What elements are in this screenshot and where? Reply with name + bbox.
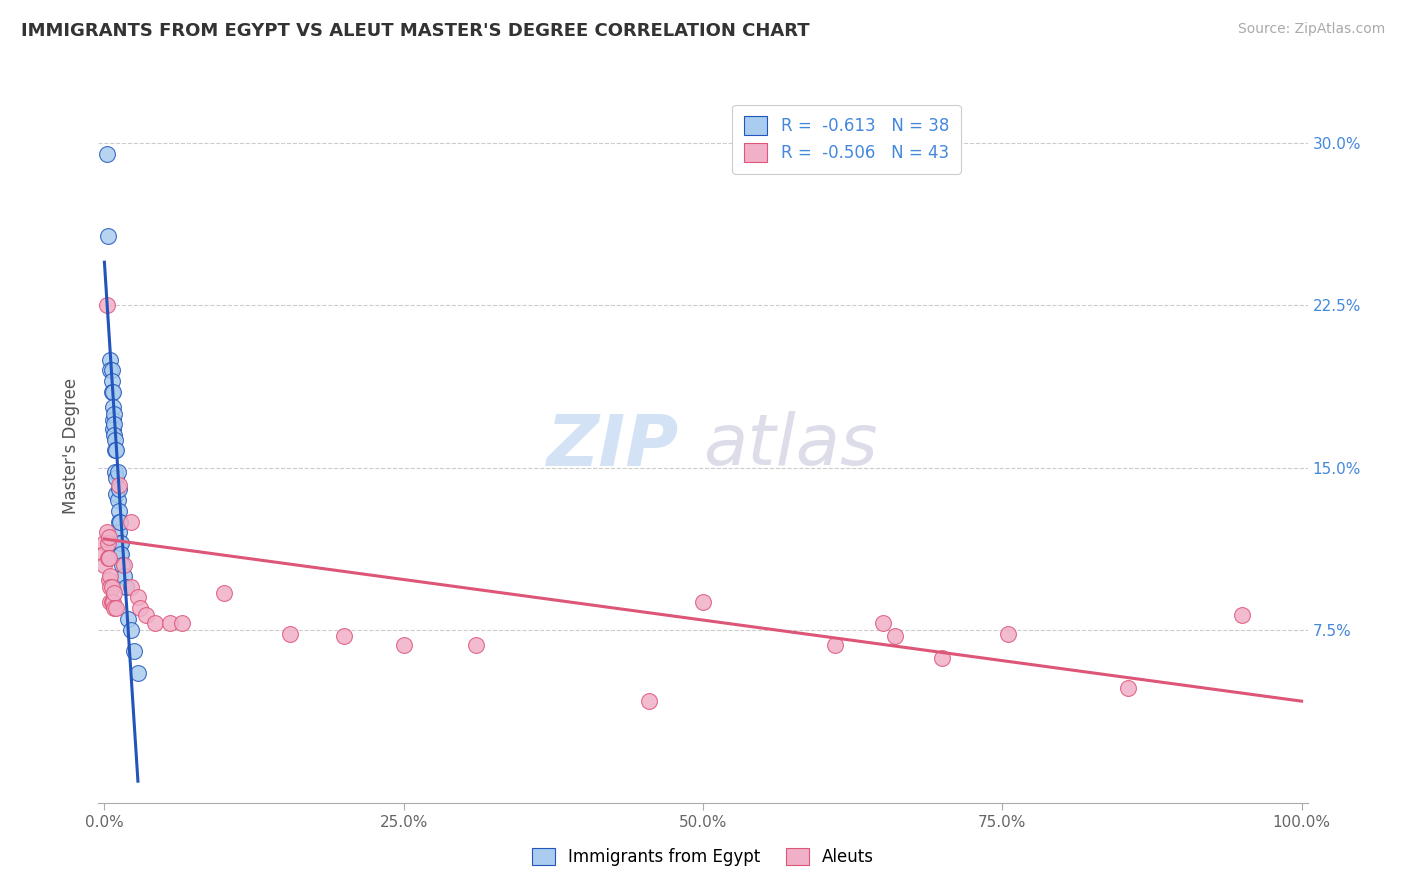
Point — [98, 551, 121, 566]
Point — [100, 580, 122, 594]
Point — [107, 478, 129, 492]
Point — [117, 612, 139, 626]
Point — [107, 493, 129, 508]
Point — [105, 471, 128, 485]
Point — [105, 443, 128, 458]
Point — [100, 352, 122, 367]
Point — [104, 465, 127, 479]
Point — [104, 433, 127, 447]
Point — [103, 428, 125, 442]
Point — [96, 147, 118, 161]
Point — [97, 536, 120, 550]
Legend: Immigrants from Egypt, Aleuts: Immigrants from Egypt, Aleuts — [524, 841, 882, 873]
Point — [105, 601, 128, 615]
Text: atlas: atlas — [703, 411, 877, 481]
Point — [100, 363, 122, 377]
Point — [100, 568, 122, 582]
Point — [103, 407, 125, 421]
Point — [638, 694, 661, 708]
Point — [101, 595, 124, 609]
Point — [103, 586, 125, 600]
Point — [107, 525, 129, 540]
Point — [135, 607, 157, 622]
Point — [824, 638, 846, 652]
Point — [100, 384, 122, 399]
Point — [101, 384, 124, 399]
Point — [101, 413, 124, 427]
Point — [100, 595, 122, 609]
Point — [107, 504, 129, 518]
Point — [108, 547, 131, 561]
Point — [101, 400, 124, 414]
Point — [159, 616, 181, 631]
Point — [333, 629, 356, 643]
Legend: R =  -0.613   N = 38, R =  -0.506   N = 43: R = -0.613 N = 38, R = -0.506 N = 43 — [733, 104, 960, 174]
Point — [1230, 607, 1253, 622]
Point — [103, 417, 125, 432]
Point — [110, 547, 132, 561]
Point — [101, 422, 124, 436]
Point — [100, 374, 122, 388]
Point — [931, 651, 953, 665]
Point — [112, 558, 135, 572]
Text: ZIP: ZIP — [547, 411, 679, 481]
Point — [103, 601, 125, 615]
Point — [997, 627, 1019, 641]
Point — [98, 530, 121, 544]
Point — [112, 568, 135, 582]
Point — [172, 616, 194, 631]
Point — [392, 638, 415, 652]
Point — [212, 586, 235, 600]
Point — [96, 525, 118, 540]
Point — [107, 465, 129, 479]
Point — [143, 616, 166, 631]
Point — [1116, 681, 1139, 696]
Point — [93, 558, 115, 572]
Point — [120, 623, 142, 637]
Y-axis label: Master's Degree: Master's Degree — [62, 378, 80, 514]
Point — [872, 616, 894, 631]
Point — [120, 515, 142, 529]
Point — [97, 229, 120, 244]
Point — [105, 486, 128, 500]
Point — [108, 536, 131, 550]
Point — [464, 638, 486, 652]
Point — [93, 547, 115, 561]
Point — [278, 627, 301, 641]
Point — [96, 298, 118, 312]
Point — [108, 515, 131, 529]
Point — [692, 595, 714, 609]
Point — [107, 515, 129, 529]
Point — [115, 580, 138, 594]
Point — [107, 482, 129, 496]
Point — [124, 644, 146, 658]
Point — [98, 573, 121, 587]
Point — [127, 666, 149, 681]
Text: IMMIGRANTS FROM EGYPT VS ALEUT MASTER'S DEGREE CORRELATION CHART: IMMIGRANTS FROM EGYPT VS ALEUT MASTER'S … — [21, 22, 810, 40]
Point — [129, 601, 152, 615]
Text: Source: ZipAtlas.com: Source: ZipAtlas.com — [1237, 22, 1385, 37]
Point — [110, 536, 132, 550]
Point — [93, 536, 115, 550]
Point — [100, 595, 122, 609]
Point — [120, 580, 142, 594]
Point — [883, 629, 905, 643]
Point — [111, 558, 134, 572]
Point — [100, 580, 122, 594]
Point — [104, 443, 127, 458]
Point — [100, 363, 122, 377]
Point — [97, 551, 120, 566]
Point — [127, 591, 149, 605]
